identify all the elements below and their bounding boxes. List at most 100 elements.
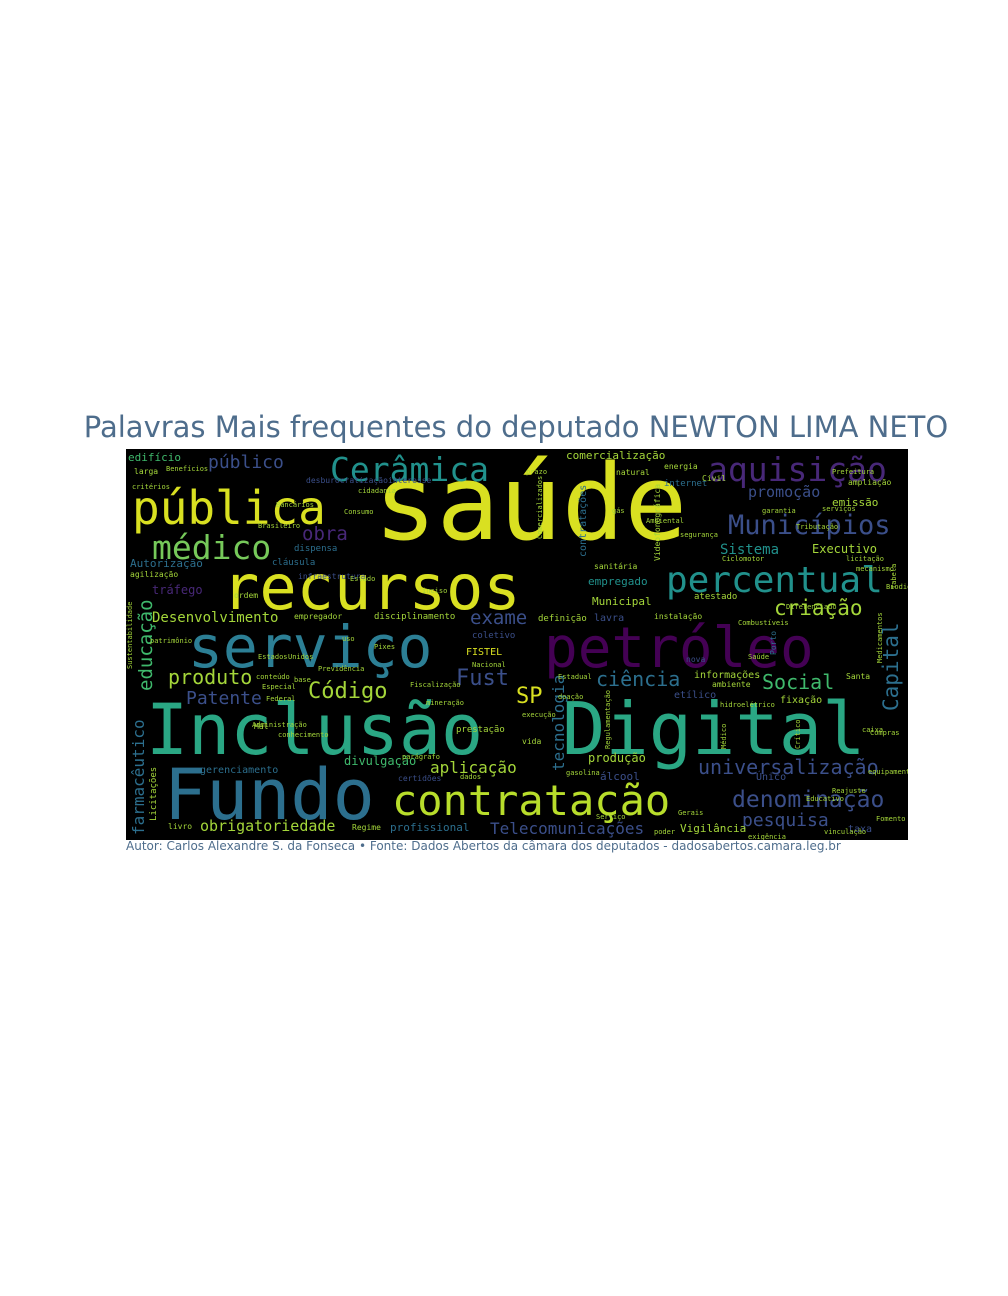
word-universalizacao: universalização (698, 755, 879, 779)
word-fistel: FISTEL (466, 647, 502, 658)
word-tecnologia: tecnologia (549, 675, 568, 771)
word-cloud-canvas: saúde recursos serviço petróleo Inclusão… (126, 449, 908, 840)
word-definicao: definição (538, 614, 587, 624)
word-unico: Único (756, 770, 786, 783)
word-interesse: interesse (388, 476, 432, 485)
word-criacao: criação (774, 596, 863, 620)
word-regulamentacao: Regulamentação (604, 690, 612, 749)
word-ciencia: ciência (596, 667, 680, 691)
word-infraestrutura: infraestrutura (298, 572, 366, 581)
word-educacao: educação (135, 599, 157, 691)
word-trafego: tráfego (152, 583, 203, 597)
word-execucao: execução (522, 711, 556, 719)
word-bancarios: Bancários (276, 501, 314, 509)
word-fixacao: fixação (780, 695, 822, 706)
word-executivo: Executivo (812, 542, 877, 556)
word-etilico: etílico (674, 689, 716, 701)
word-reajuste: Reajuste (832, 787, 866, 795)
word-gasolina: gasolina (566, 769, 600, 777)
word-disciplinamento: disciplinamento (374, 612, 455, 622)
word-atestado: atestado (694, 592, 737, 602)
word-prazo: prazo (526, 468, 547, 476)
word-ambiente: ambiente (712, 680, 751, 689)
word-garantia: garantia (762, 507, 796, 515)
word-equipamentos: equipamentos (868, 768, 908, 776)
word-doacao: doação (558, 693, 583, 701)
word-petroleo: petróleo (544, 616, 814, 681)
word-criterios: critérios (132, 483, 170, 491)
word-especial: Especial (262, 683, 296, 691)
word-mineracao: mineração (426, 699, 464, 707)
word-caixa: caixa (862, 726, 883, 734)
word-vida: vida (522, 737, 541, 746)
word-mal: Mal (254, 722, 269, 731)
word-municipal: Municipal (592, 595, 652, 608)
word-servico-small: Serviço (596, 813, 626, 821)
word-publica: pública (132, 481, 326, 535)
word-videofonografica: Videofonográfica (653, 484, 662, 561)
word-comercializacao: comercialização (566, 449, 665, 462)
word-telecomunicacoes: Telecomunicações (490, 819, 644, 838)
word-energia: energia (664, 462, 698, 471)
word-compras: Compras (870, 729, 900, 737)
word-denominacao: denominação (732, 787, 884, 813)
word-cidadania: cidadania (358, 487, 396, 495)
word-codigo: Código (308, 679, 387, 704)
word-empregado: empregado (588, 575, 648, 588)
word-prefeitura: Prefeitura (832, 468, 874, 476)
word-digital: Digital (562, 687, 865, 771)
word-gerenciamento: gerenciamento (200, 765, 278, 776)
word-ampliacao: ampliação (848, 478, 892, 487)
word-gerais: Gerais (678, 809, 703, 817)
word-santa: Santa (846, 672, 870, 681)
word-federal: Federal (266, 695, 296, 703)
word-vinculacao: vinculação (824, 828, 866, 836)
word-prestacao: prestação (456, 725, 505, 735)
word-emissao: emissão (832, 496, 878, 509)
word-lavra: lavra (594, 613, 624, 624)
source-credit: Autor: Carlos Alexandre S. da Fonseca • … (126, 839, 841, 853)
word-licitacoes: Licitações (149, 767, 159, 821)
word-unidos: Unidos (288, 653, 313, 661)
word-fiscalizacao: Fiscalização (410, 681, 461, 689)
word-hidroeletrico: hidroelétrico (720, 701, 775, 709)
word-biodiesel: Biodiesel (886, 583, 908, 591)
word-desburocratizacao: desburocratização (306, 476, 388, 485)
word-exigencia: exigência (748, 833, 786, 840)
word-inclusao: Inclusão (146, 689, 483, 771)
word-livro: livro (168, 822, 192, 831)
word-nova: nova (686, 655, 705, 664)
word-paragrafo: parágrafo (402, 753, 440, 761)
word-conteudo: conteúdo (256, 673, 290, 681)
word-saude-small: Saúde (748, 653, 769, 661)
word-administracao: Administração (252, 721, 307, 729)
word-autorizacao: Autorização (130, 557, 203, 570)
word-estado: Estado (350, 575, 375, 583)
word-desenvolvimento: Desenvolvimento (152, 610, 278, 626)
word-inciso: inciso (422, 587, 447, 595)
word-sustentabilidade: Sustentabilidade (126, 602, 134, 669)
word-producao: produção (588, 751, 646, 765)
word-cloud: saúde recursos serviço petróleo Inclusão… (126, 449, 908, 840)
word-percentual: percentual (666, 560, 883, 601)
word-instalacao: instalação (654, 612, 702, 621)
word-publico: público (208, 452, 284, 473)
word-natural: natural (616, 468, 650, 477)
word-porto: Porto (769, 631, 778, 655)
word-sanitaria: sanitária (594, 562, 638, 571)
word-pesquisa: pesquisa (742, 810, 829, 831)
word-combustiveis: Combustíveis (738, 619, 789, 627)
word-medicamentos: Medicamentos (876, 612, 884, 663)
word-estados: Estados (258, 653, 288, 661)
word-critico: Crítico (794, 719, 802, 749)
word-cloud-title: Palavras Mais frequentes do deputado NEW… (83, 410, 949, 444)
word-tabela: Tabela (890, 564, 898, 589)
word-previdencia: Previdência (318, 665, 364, 673)
word-poder: poder (654, 828, 675, 836)
word-servicos: serviços (822, 505, 856, 513)
word-uso: uso (342, 635, 355, 643)
word-farmaceutico: farmacêutico (129, 719, 148, 835)
word-ambiental: Ambiental (646, 517, 684, 525)
word-contratacoes: contratações (578, 485, 589, 557)
word-sistema: Sistema (720, 542, 779, 558)
